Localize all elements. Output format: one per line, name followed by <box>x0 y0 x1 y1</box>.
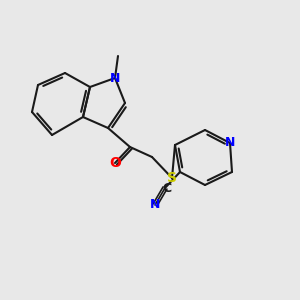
Text: S: S <box>167 171 177 185</box>
Text: N: N <box>150 199 160 212</box>
Text: O: O <box>109 156 121 170</box>
Text: C: C <box>162 182 172 194</box>
Text: N: N <box>110 71 120 85</box>
Text: N: N <box>225 136 235 149</box>
